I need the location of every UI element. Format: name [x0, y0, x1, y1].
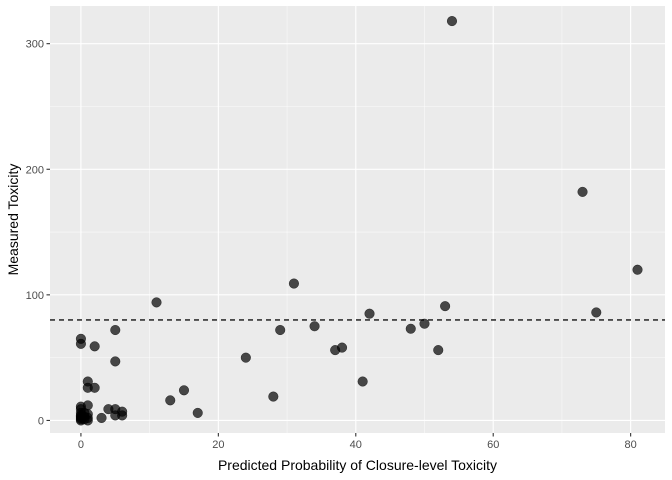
x-tick-label: 20 — [212, 439, 224, 451]
x-tick-label: 40 — [350, 439, 362, 451]
y-axis: 0 100 200 300 — [26, 39, 50, 427]
data-point — [433, 345, 444, 356]
data-point — [165, 395, 176, 406]
major-gridlines — [50, 6, 665, 433]
data-point — [591, 307, 602, 318]
x-tick-label: 60 — [487, 439, 499, 451]
data-point — [632, 264, 643, 275]
data-point — [110, 324, 121, 336]
data-point — [405, 323, 416, 334]
data-points — [75, 16, 643, 426]
minor-gridlines — [50, 6, 665, 433]
data-point — [440, 301, 451, 312]
x-tick-label: 0 — [78, 439, 84, 451]
data-point — [82, 400, 93, 411]
x-tick-label: 80 — [625, 439, 637, 451]
data-point — [192, 407, 203, 418]
y-axis-title: Measured Toxicity — [5, 164, 21, 276]
data-point — [82, 415, 93, 426]
data-point — [288, 278, 299, 289]
data-point — [89, 341, 100, 352]
y-tick-label: 0 — [38, 415, 44, 427]
y-tick-label: 300 — [26, 39, 44, 51]
data-point — [364, 308, 375, 319]
x-axis-title: Predicted Probability of Closure-level T… — [218, 457, 497, 473]
data-point — [275, 324, 286, 336]
data-point — [446, 16, 458, 27]
data-point — [75, 338, 86, 349]
data-point — [309, 321, 320, 332]
y-tick-label: 100 — [26, 290, 44, 302]
x-axis: 0 20 40 60 80 — [78, 433, 637, 451]
data-point — [117, 410, 128, 421]
data-point — [577, 186, 588, 197]
data-point — [268, 391, 279, 402]
plot-panel — [50, 6, 665, 433]
data-point — [89, 382, 100, 393]
data-point — [336, 342, 348, 353]
data-point — [96, 412, 107, 423]
data-point — [151, 297, 162, 308]
data-point — [419, 318, 430, 329]
y-tick-label: 200 — [26, 164, 44, 176]
data-point — [240, 352, 251, 363]
data-point — [178, 385, 190, 396]
data-point — [110, 356, 121, 367]
data-point — [357, 376, 368, 387]
